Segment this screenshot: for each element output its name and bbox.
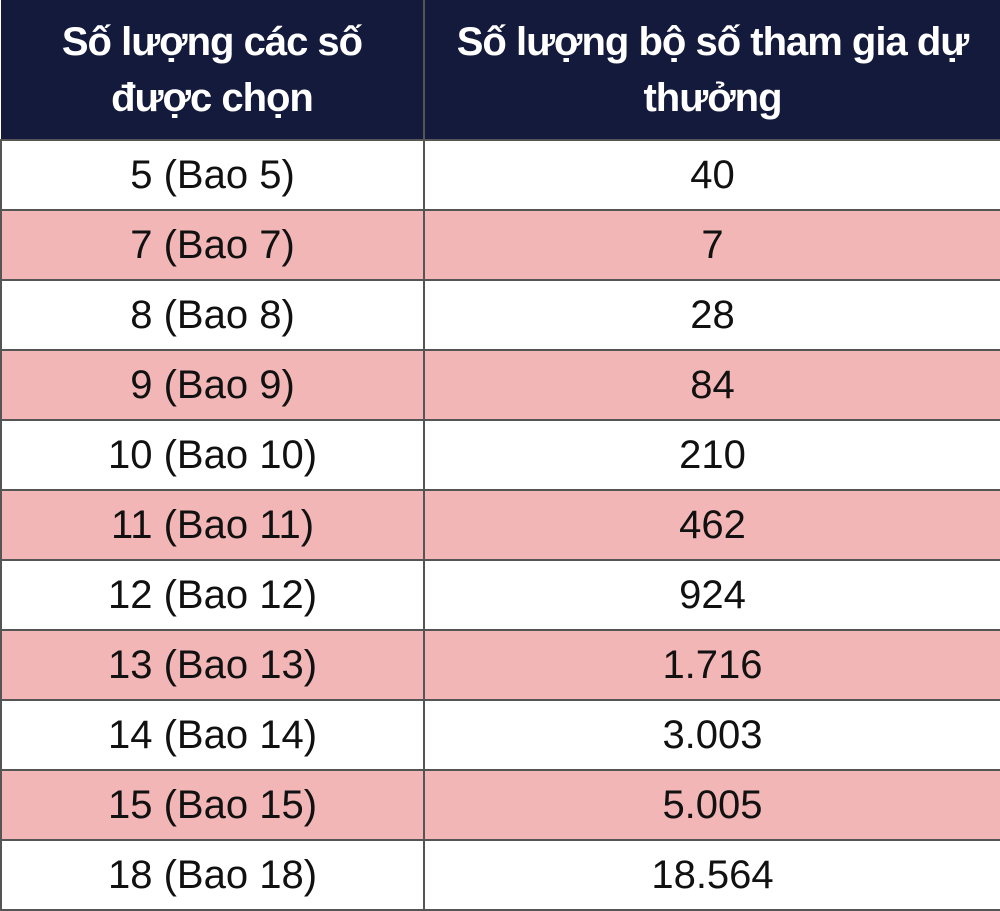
table-row: 11 (Bao 11) 462 (0, 489, 1000, 561)
table-cell: 5.005 (423, 769, 1000, 841)
table-cell: 28 (423, 279, 1000, 351)
table-cell: 12 (Bao 12) (0, 559, 425, 631)
table-cell: 3.003 (423, 699, 1000, 771)
table-cell: 11 (Bao 11) (0, 489, 425, 561)
table-cell: 210 (423, 419, 1000, 491)
table-body: 5 (Bao 5) 40 7 (Bao 7) 7 8 (Bao 8) 28 9 (Bao 9… (0, 139, 1000, 911)
table-row: 8 (Bao 8) 28 (0, 279, 1000, 351)
table-row: 14 (Bao 14) 3.003 (0, 699, 1000, 771)
table-cell: 40 (423, 139, 1000, 211)
table-cell: 14 (Bao 14) (0, 699, 425, 771)
table-row: 13 (Bao 13) 1.716 (0, 629, 1000, 701)
table-cell: 13 (Bao 13) (0, 629, 425, 701)
table-row: 12 (Bao 12) 924 (0, 559, 1000, 631)
header-cell: Số lượng bộ số tham gia dự thưởng (424, 0, 1000, 140)
table-row: 7 (Bao 7) 7 (0, 209, 1000, 281)
table-cell: 7 (Bao 7) (0, 209, 425, 281)
table-cell: 18 (Bao 18) (0, 839, 425, 911)
table-cell: 924 (423, 559, 1000, 631)
table-header: Số lượng các số được chọn Số lượng bộ số… (1, 0, 1000, 140)
header-row: Số lượng các số được chọn Số lượng bộ số… (1, 0, 1000, 140)
table-cell: 1.716 (423, 629, 1000, 701)
table-row: 10 (Bao 10) 210 (0, 419, 1000, 491)
table-cell: 10 (Bao 10) (0, 419, 425, 491)
header-cell: Số lượng các số được chọn (1, 0, 425, 140)
table-cell: 462 (423, 489, 1000, 561)
table-row: 15 (Bao 15) 5.005 (0, 769, 1000, 841)
table-row: 18 (Bao 18) 18.564 (0, 839, 1000, 911)
table-cell: 8 (Bao 8) (0, 279, 425, 351)
table-cell: 7 (423, 209, 1000, 281)
table-row: 5 (Bao 5) 40 (0, 139, 1000, 211)
table-cell: 18.564 (423, 839, 1000, 911)
table-cell: 84 (423, 349, 1000, 421)
table-cell: 15 (Bao 15) (0, 769, 425, 841)
table-cell: 5 (Bao 5) (0, 139, 425, 211)
table-cell: 9 (Bao 9) (0, 349, 425, 421)
table-row: 9 (Bao 9) 84 (0, 349, 1000, 421)
